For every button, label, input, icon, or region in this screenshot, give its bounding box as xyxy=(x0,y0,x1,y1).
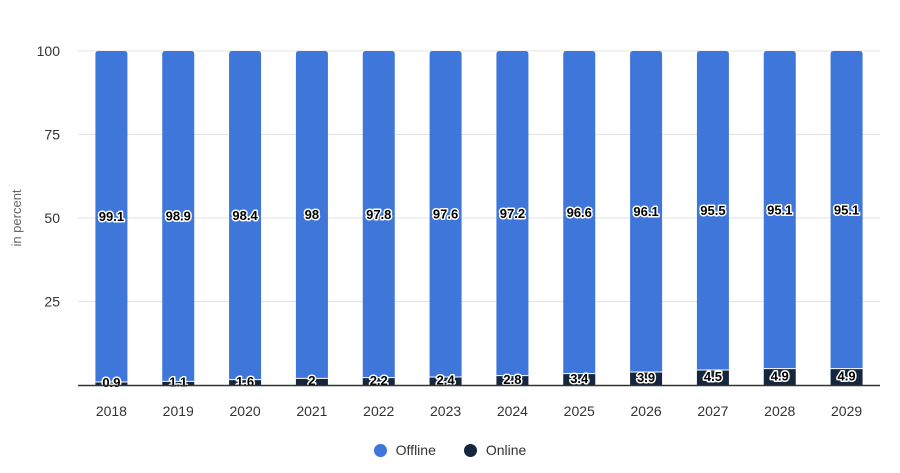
bar-online-2022[interactable] xyxy=(362,377,395,385)
bar-offline-2019[interactable] xyxy=(162,51,195,382)
data-label-offline-2025: 96.6 xyxy=(567,205,592,220)
bar-offline-2018[interactable] xyxy=(95,51,128,382)
legend-online-marker xyxy=(463,443,477,457)
legend-offline-marker xyxy=(373,443,387,457)
legend-offline-label: Offline xyxy=(395,442,436,458)
x-tick-label-2026: 2026 xyxy=(631,403,662,419)
bar-online-2021[interactable] xyxy=(295,378,328,385)
y-tick-label: 50 xyxy=(44,210,60,226)
bar-online-2019[interactable] xyxy=(162,381,195,385)
data-label-online-2029: 4.9 xyxy=(838,368,856,383)
x-tick-label-2022: 2022 xyxy=(363,403,394,419)
data-label-offline-2029: 95.1 xyxy=(834,202,859,217)
data-label-offline-2028: 95.1 xyxy=(767,202,792,217)
bars-layer xyxy=(95,51,863,385)
x-tick-label-2018: 2018 xyxy=(96,403,127,419)
y-tick-label: 100 xyxy=(37,43,61,59)
legend-item-offline[interactable]: Offline xyxy=(373,442,436,458)
data-label-offline-2020: 98.4 xyxy=(232,208,258,223)
bar-online-2026[interactable] xyxy=(630,371,663,385)
x-tick-label-2020: 2020 xyxy=(230,403,261,419)
data-label-online-2024: 2.8 xyxy=(503,372,521,387)
data-labels-layer: 0.999.11.198.91.698.42982.297.82.497.62.… xyxy=(97,201,860,392)
bar-offline-2028[interactable] xyxy=(763,51,796,369)
data-label-online-2025: 3.4 xyxy=(570,371,589,386)
data-label-online-2021: 2 xyxy=(308,373,315,388)
x-tick-label-2025: 2025 xyxy=(564,403,595,419)
y-tick-label: 25 xyxy=(44,294,60,310)
bar-offline-2021[interactable] xyxy=(295,51,328,379)
data-label-offline-2024: 97.2 xyxy=(500,206,525,221)
legend-online-label: Online xyxy=(485,442,527,458)
bar-online-2029[interactable] xyxy=(830,368,863,385)
bar-offline-2024[interactable] xyxy=(496,51,529,376)
data-label-offline-2018: 99.1 xyxy=(99,209,124,224)
x-tick-label-2019: 2019 xyxy=(163,403,194,419)
y-tick-label: 75 xyxy=(44,127,60,143)
y-axis-title: in percent xyxy=(9,189,24,246)
bar-offline-2026[interactable] xyxy=(630,51,663,372)
bar-online-2025[interactable] xyxy=(563,373,596,385)
bar-offline-2023[interactable] xyxy=(429,51,462,377)
data-label-online-2018: 0.9 xyxy=(102,375,120,390)
data-label-online-2026: 3.9 xyxy=(637,370,655,385)
bar-offline-2029[interactable] xyxy=(830,51,863,369)
data-label-online-2023: 2.4 xyxy=(437,372,456,387)
legend-item-online[interactable]: Online xyxy=(463,442,527,458)
bar-offline-2025[interactable] xyxy=(563,51,596,374)
data-label-offline-2022: 97.8 xyxy=(366,207,391,222)
x-tick-label-2023: 2023 xyxy=(430,403,461,419)
bar-online-2024[interactable] xyxy=(496,375,529,385)
bar-online-2027[interactable] xyxy=(696,369,729,385)
bar-offline-2027[interactable] xyxy=(696,51,729,370)
data-label-offline-2027: 95.5 xyxy=(700,203,725,218)
chart-legend: Offline Online xyxy=(0,442,900,458)
bar-online-2028[interactable] xyxy=(763,368,796,385)
grid-layer xyxy=(78,50,880,302)
data-label-offline-2023: 97.6 xyxy=(433,206,458,221)
x-tick-label-2028: 2028 xyxy=(764,403,795,419)
bar-offline-2020[interactable] xyxy=(229,51,262,380)
x-tick-label-2027: 2027 xyxy=(697,403,728,419)
bar-online-2023[interactable] xyxy=(429,376,462,385)
x-tick-label-2024: 2024 xyxy=(497,403,528,419)
bar-online-2020[interactable] xyxy=(229,379,262,385)
x-tick-label-2029: 2029 xyxy=(831,403,862,419)
chart-svg: 0.999.11.198.91.698.42982.297.82.497.62.… xyxy=(9,43,880,419)
data-label-online-2028: 4.9 xyxy=(771,368,789,383)
data-label-online-2019: 1.1 xyxy=(169,375,187,390)
data-label-offline-2019: 98.9 xyxy=(166,209,191,224)
axis-layer: 25 50 75 100 2018 2019 2020 2021 2022 2023 2024 202… xyxy=(37,43,880,419)
data-label-online-2020: 1.6 xyxy=(236,374,254,389)
data-label-offline-2026: 96.1 xyxy=(633,204,658,219)
data-label-offline-2021: 98 xyxy=(305,207,319,222)
data-label-online-2027: 4.5 xyxy=(704,369,722,384)
bar-online-2018[interactable] xyxy=(95,381,128,385)
bar-offline-2022[interactable] xyxy=(362,51,395,378)
x-tick-label-2021: 2021 xyxy=(296,403,327,419)
